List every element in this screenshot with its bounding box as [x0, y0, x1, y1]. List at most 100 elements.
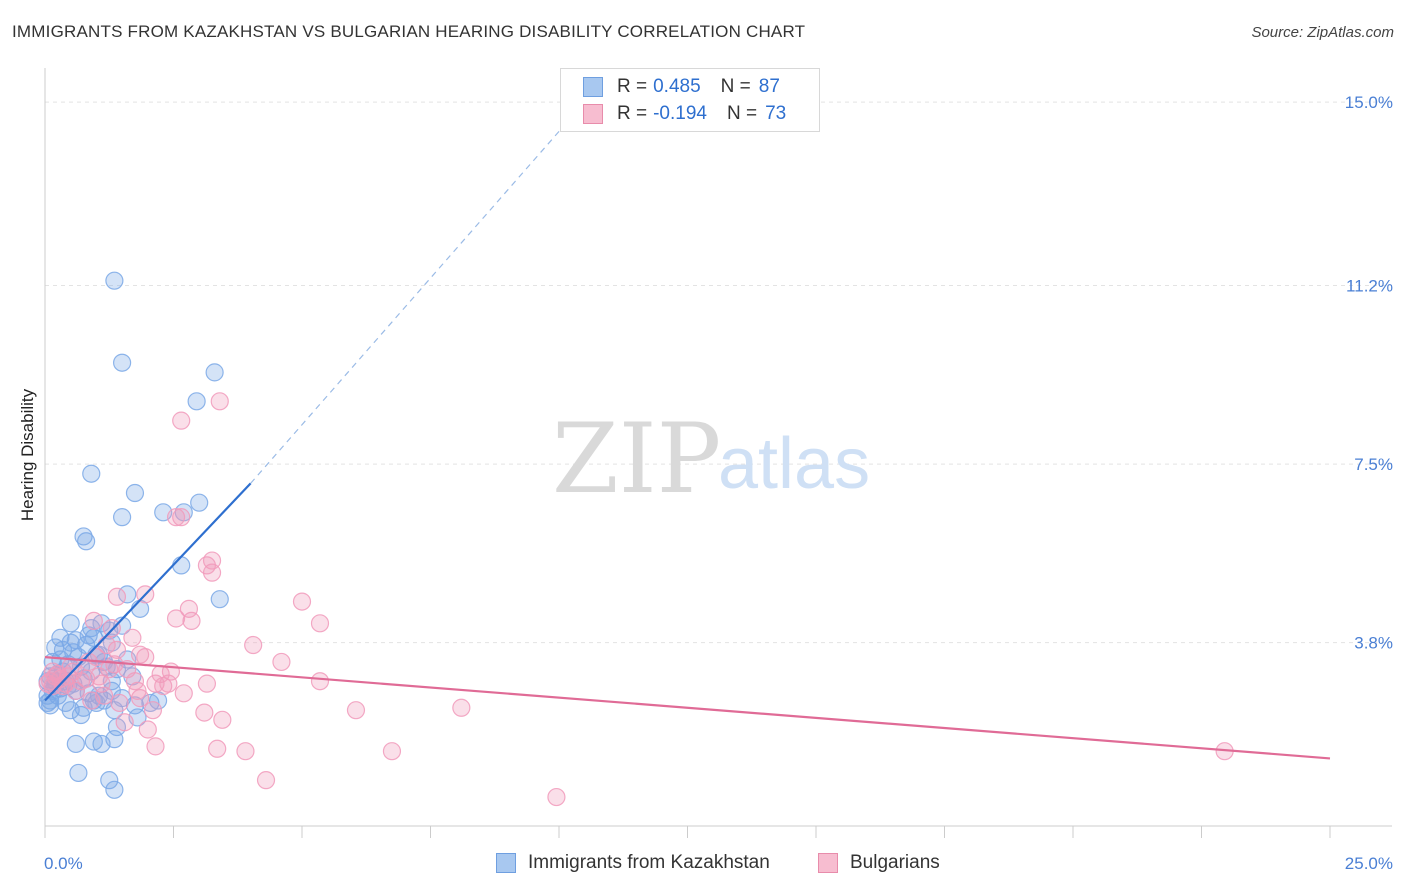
point-bulgarians — [244, 635, 263, 655]
bottom-legend-label-bulgarians: Bulgarians — [850, 852, 940, 873]
legend-r-label: R = — [617, 76, 648, 97]
x-tick-label: 0.0% — [44, 854, 83, 873]
point-bulgarians — [107, 640, 127, 659]
point-bulgarians — [146, 737, 165, 756]
chart-title: IMMIGRANTS FROM KAZAKHSTAN VS BULGARIAN … — [12, 22, 806, 41]
point-kazakhstan — [77, 532, 96, 551]
point-bulgarians — [208, 739, 227, 758]
y-tick-label: 15.0% — [1345, 93, 1393, 112]
point-kazakhstan — [105, 730, 124, 749]
point-bulgarians — [100, 660, 119, 679]
point-kazakhstan — [38, 693, 57, 713]
y-axis-label: Hearing Disability — [18, 388, 37, 521]
point-bulgarians — [256, 771, 276, 790]
y-tick-label: 11.2% — [1346, 277, 1393, 296]
point-kazakhstan — [190, 493, 209, 512]
point-bulgarians — [123, 628, 142, 647]
point-bulgarians — [547, 787, 566, 807]
trend-line-bulgarians — [44, 656, 1331, 760]
point-bulgarians — [53, 676, 73, 696]
point-kazakhstan — [210, 590, 229, 609]
point-bulgarians — [110, 693, 129, 713]
point-bulgarians — [202, 563, 222, 582]
trend-lines — [44, 101, 1331, 760]
point-kazakhstan — [172, 556, 191, 575]
point-bulgarians — [82, 691, 101, 710]
bottom-legend-swatch-kazakhstan — [496, 853, 516, 873]
point-bulgarians — [130, 689, 150, 708]
trend-extension-kazakhstan — [250, 101, 586, 484]
legend-n-label: N = — [726, 103, 758, 124]
point-bulgarians — [43, 662, 62, 681]
source-label: Source: ZipAtlas.com — [1251, 24, 1394, 41]
bottom-legend-kazakhstan: Immigrants from Kazakhstan — [496, 852, 770, 874]
point-bulgarians — [172, 508, 191, 527]
point-bulgarians — [213, 710, 232, 729]
point-bulgarians — [143, 701, 163, 720]
bottom-legend-label-kazakhstan: Immigrants from Kazakhstan — [528, 852, 770, 873]
point-bulgarians — [292, 592, 312, 611]
y-tick-label: 3.8% — [1354, 634, 1393, 653]
legend-n-value: 87 — [758, 76, 780, 97]
point-kazakhstan — [71, 705, 91, 725]
point-kazakhstan — [74, 527, 93, 546]
legend-row-bulgarians: R = -0.194 N = 73 — [583, 102, 786, 126]
legend-swatch-kazakhstan — [583, 77, 603, 97]
point-bulgarians — [452, 698, 471, 717]
point-bulgarians — [172, 411, 191, 430]
point-kazakhstan — [69, 763, 88, 783]
point-kazakhstan — [61, 614, 80, 633]
legend-r-value: 0.485 — [653, 76, 701, 97]
point-kazakhstan — [61, 633, 80, 652]
x-tick-label: 25.0% — [1345, 854, 1393, 873]
point-kazakhstan — [74, 698, 93, 717]
point-bulgarians — [310, 672, 330, 691]
point-bulgarians — [346, 701, 366, 720]
legend-n-label: N = — [720, 76, 751, 97]
point-bulgarians — [115, 713, 134, 732]
gridlines — [45, 101, 1392, 644]
tick-labels: 3.8% 7.5% 11.2% 15.0% 0.0% 25.0% — [44, 93, 1393, 873]
point-bulgarians — [310, 614, 330, 633]
watermark: ZIP atlas — [552, 403, 870, 515]
legend-r-label: R = — [617, 103, 648, 124]
point-bulgarians — [210, 392, 229, 411]
point-kazakhstan — [187, 392, 206, 411]
point-bulgarians — [92, 674, 111, 693]
bottom-legend-bulgarians: Bulgarians — [818, 852, 940, 874]
trend-line-kazakhstan — [44, 482, 252, 702]
point-kazakhstan — [105, 780, 124, 799]
point-bulgarians — [382, 742, 402, 761]
watermark-atlas: atlas — [718, 424, 870, 504]
point-kazakhstan — [82, 464, 101, 483]
point-bulgarians — [182, 611, 201, 631]
point-bulgarians — [146, 674, 165, 693]
point-kazakhstan — [112, 508, 132, 527]
point-bulgarians — [197, 674, 217, 693]
point-kazakhstan — [112, 353, 132, 372]
watermark-zip: ZIP — [552, 403, 721, 515]
point-bulgarians — [136, 647, 155, 667]
point-bulgarians — [128, 681, 147, 700]
point-bulgarians — [107, 587, 127, 606]
legend-n-value: 73 — [765, 103, 787, 124]
point-bulgarians — [166, 508, 186, 527]
point-kazakhstan — [105, 271, 124, 290]
bottom-legend-swatch-bulgarians — [818, 853, 838, 873]
point-kazakhstan — [100, 771, 119, 790]
point-kazakhstan — [125, 483, 145, 503]
point-kazakhstan — [205, 363, 224, 382]
point-bulgarians — [174, 684, 193, 703]
y-tick-label: 7.5% — [1354, 455, 1393, 474]
legend-row-kazakhstan: R = 0.485 N = 87 — [583, 75, 780, 99]
point-kazakhstan — [79, 626, 98, 645]
point-bulgarians — [272, 652, 291, 672]
series-bulgarians-points — [38, 392, 1234, 807]
point-bulgarians — [84, 611, 103, 631]
legend-swatch-bulgarians — [583, 104, 603, 124]
point-kazakhstan — [66, 734, 85, 754]
point-bulgarians — [236, 742, 255, 761]
point-bulgarians — [195, 703, 214, 722]
point-bulgarians — [138, 720, 157, 739]
